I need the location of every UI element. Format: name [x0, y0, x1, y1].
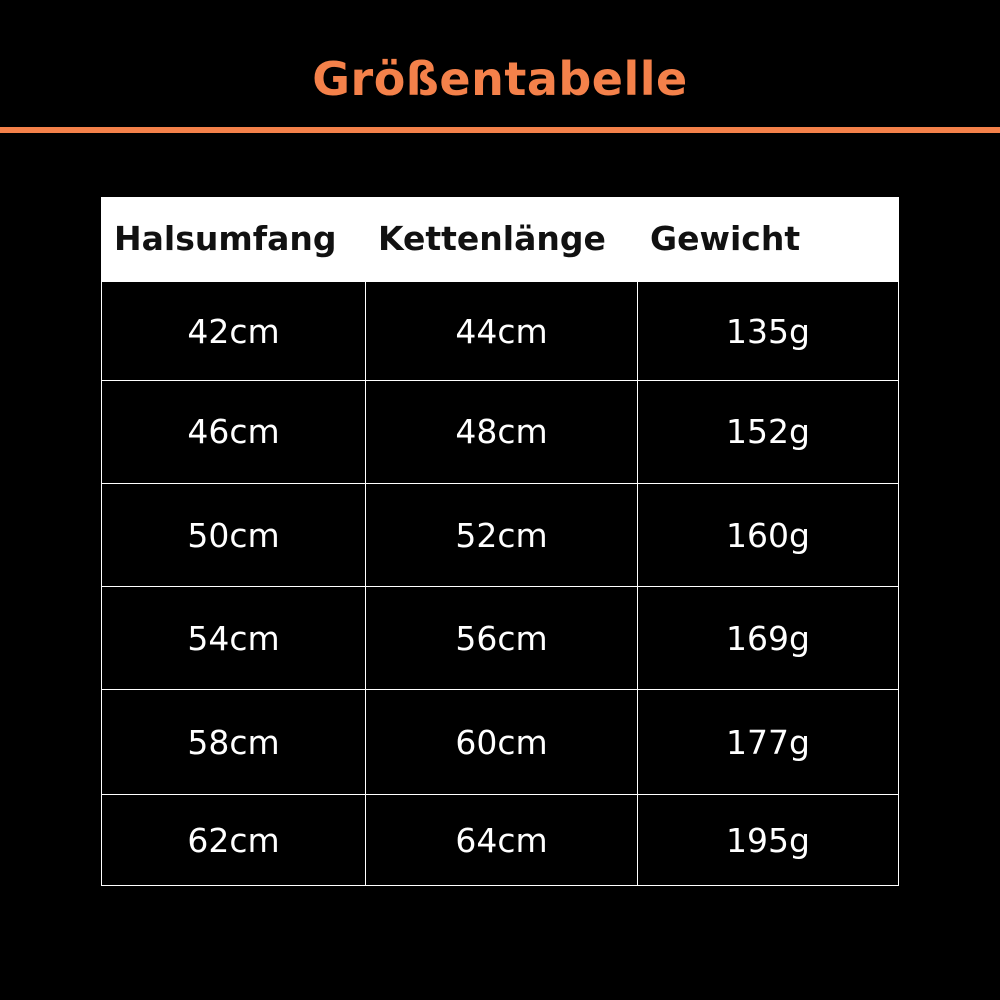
cell-gewicht: 160g	[726, 515, 810, 555]
header-kettenlaenge: Kettenlänge	[378, 219, 606, 258]
title-divider	[0, 127, 1000, 133]
table-row: 62cm 64cm 195g	[101, 795, 899, 886]
cell-kettenlaenge: 60cm	[366, 690, 638, 794]
page-title: Größentabelle	[312, 52, 688, 106]
table-row: 50cm 52cm 160g	[101, 484, 899, 587]
table-row: 58cm 60cm 177g	[101, 690, 899, 795]
cell-gewicht: 169g	[726, 618, 810, 658]
cell-halsumfang: 46cm	[102, 380, 366, 483]
cell-halsumfang: 42cm	[102, 282, 366, 380]
cell-kettenlaenge: 64cm	[366, 795, 638, 885]
cell-kettenlaenge: 52cm	[366, 484, 638, 586]
table-row: 42cm 44cm 135g	[101, 281, 899, 381]
cell-halsumfang: 58cm	[102, 690, 366, 794]
cell-kettenlaenge: 48cm	[366, 380, 638, 483]
table-row: 46cm 48cm 152g	[101, 380, 899, 484]
header-halsumfang: Halsumfang	[114, 219, 337, 258]
cell-halsumfang: 50cm	[102, 484, 366, 586]
cell-halsumfang: 62cm	[102, 795, 366, 885]
cell-kettenlaenge: 56cm	[366, 587, 638, 689]
cell-gewicht: 152g	[726, 412, 810, 451]
header-gewicht: Gewicht	[650, 219, 801, 258]
cell-gewicht: 177g	[726, 722, 810, 762]
cell-halsumfang: 54cm	[102, 587, 366, 689]
cell-gewicht: 195g	[726, 820, 810, 860]
table-header-row: Halsumfang Kettenlänge Gewicht	[101, 197, 899, 281]
cell-kettenlaenge: 44cm	[366, 282, 638, 380]
cell-gewicht: 135g	[726, 311, 810, 351]
table-row: 54cm 56cm 169g	[101, 587, 899, 690]
